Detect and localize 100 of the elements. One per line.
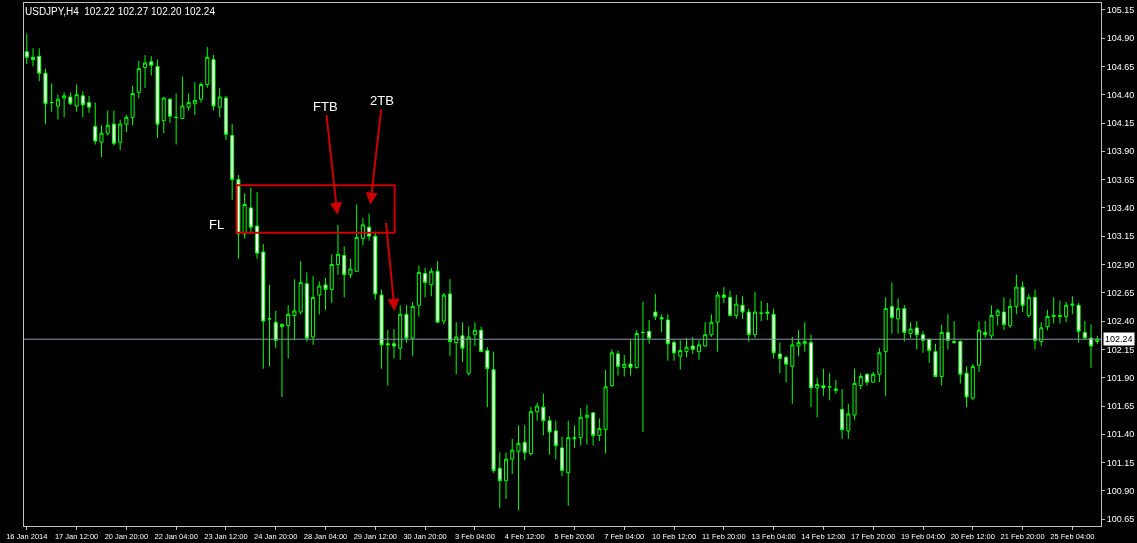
candlestick (149, 55, 154, 76)
candlestick (889, 282, 894, 335)
candlestick (211, 54, 216, 112)
candlestick (765, 302, 770, 321)
candlestick (759, 300, 764, 322)
candlestick (566, 420, 571, 507)
y-tick-label: 105.15 (1106, 4, 1135, 15)
ref-line-label: 102.24 (1105, 334, 1133, 344)
y-tick-label: 101.15 (1106, 457, 1135, 468)
y-tick-label: 101.65 (1106, 401, 1135, 412)
chart-title: USDJPY,H4 102.22 102.27 102.20 102.24 (25, 6, 216, 18)
candlestick (858, 372, 863, 390)
candlestick (261, 243, 266, 370)
candlestick (609, 348, 614, 388)
candlestick (647, 319, 652, 345)
candlestick (578, 407, 583, 447)
candlestick (329, 253, 334, 304)
candlestick (267, 284, 272, 367)
candlestick (591, 412, 596, 447)
candlestick (696, 339, 701, 361)
candlestick (55, 94, 60, 121)
candlestick (672, 339, 677, 362)
candlestick (684, 337, 689, 358)
candlestick (883, 296, 888, 397)
candlestick (136, 60, 141, 99)
candlestick (466, 326, 471, 376)
candlestick (914, 320, 919, 350)
candlestick (920, 330, 926, 354)
candlestick (105, 110, 110, 136)
candlestick (416, 265, 421, 318)
y-tick-label: 101.90 (1106, 372, 1135, 383)
annotation: FTB (313, 99, 338, 114)
candlestick (485, 346, 490, 408)
candlestick (939, 324, 944, 387)
candlestick (553, 420, 558, 460)
candlestick (989, 304, 994, 340)
candlestick (833, 379, 838, 395)
candlestick (447, 278, 453, 357)
candlestick (454, 321, 459, 375)
y-tick-label: 104.15 (1106, 118, 1135, 129)
candlestick (192, 81, 197, 116)
y-tick-label: 100.90 (1106, 486, 1135, 497)
candlestick (821, 368, 826, 397)
candlestick (952, 320, 957, 345)
candlestick (323, 277, 328, 311)
y-tick-label: 104.40 (1106, 89, 1135, 100)
candlestick (1045, 309, 1050, 331)
y-tick-label: 102.15 (1106, 344, 1135, 355)
candlestick (491, 351, 496, 474)
candlestick (286, 304, 291, 359)
y-tick-label: 102.40 (1106, 316, 1135, 327)
candlestick (205, 46, 210, 89)
candlestick (49, 82, 54, 113)
candlestick (155, 59, 160, 139)
candlestick (927, 338, 932, 364)
candlestick (441, 292, 446, 325)
candlestick (62, 91, 67, 118)
candlestick (535, 402, 540, 422)
candlestick (740, 295, 745, 320)
candlestick (1051, 296, 1056, 324)
candlestick (99, 124, 104, 158)
candlestick (230, 123, 235, 201)
candlestick (504, 451, 509, 500)
candlestick (510, 438, 515, 475)
candlestick (560, 436, 565, 477)
candlestick (877, 347, 882, 383)
candlestick (784, 355, 789, 383)
candlestick (616, 350, 621, 376)
candlestick (279, 322, 284, 398)
candlestick (945, 313, 950, 350)
candlestick (516, 424, 521, 511)
candlestick (174, 93, 179, 145)
candlestick (304, 271, 309, 342)
annotation: 2TB (370, 93, 394, 108)
candlestick (472, 321, 477, 347)
candlestick (161, 96, 166, 134)
candlestick (808, 334, 813, 408)
candlestick (796, 329, 801, 357)
candlestick (728, 290, 733, 318)
candlestick (628, 339, 633, 376)
candlestick (31, 47, 36, 67)
candlestick (37, 47, 42, 82)
candlestick (1039, 321, 1044, 347)
candlestick (995, 308, 1000, 327)
candlestick (460, 321, 465, 363)
candlestick (423, 267, 428, 298)
candlestick (721, 286, 726, 304)
candlestick (1082, 320, 1087, 339)
candlestick (970, 363, 975, 401)
candlestick (634, 329, 639, 370)
candlestick (255, 191, 260, 260)
candlestick (1033, 288, 1038, 350)
candlestick (1026, 293, 1031, 319)
candlestick (790, 336, 795, 405)
candlestick (678, 339, 683, 371)
candlestick (1057, 300, 1062, 324)
candlestick (199, 81, 204, 104)
candlestick (827, 372, 832, 401)
y-tick-label: 103.90 (1106, 146, 1135, 157)
candlestick (584, 404, 589, 445)
